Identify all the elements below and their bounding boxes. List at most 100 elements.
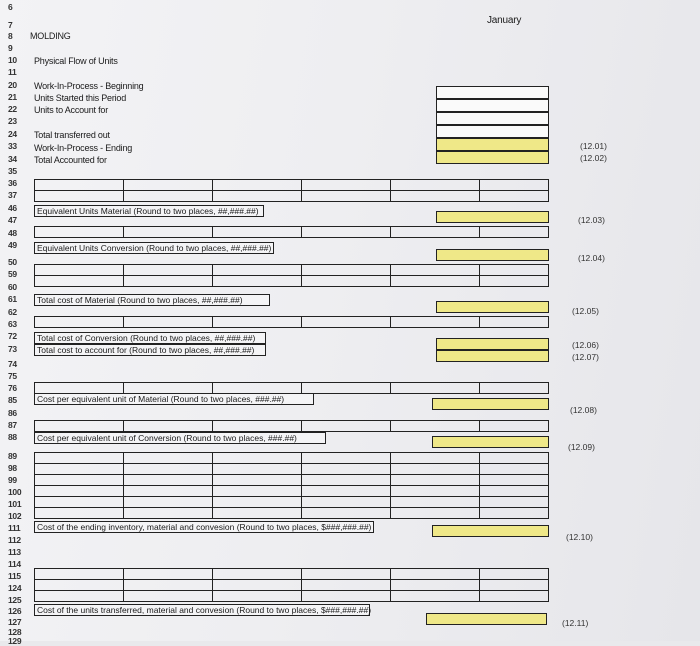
row-number: 10 [8,55,17,65]
ref-12-02: (12.02) [580,153,607,163]
wip-ending-label: Work-In-Process - Ending [34,143,133,153]
cpu-grid-2 [34,420,549,432]
cost-ending-inventory-label: Cost of the ending inventory, material a… [34,521,374,533]
row-number: 20 [8,80,17,90]
row-number: 88 [8,432,17,442]
eu-grid-2 [34,226,549,238]
ref-12-04: (12.04) [578,253,605,263]
ref-12-05: (12.05) [572,306,599,316]
wip-beginning-input[interactable] [436,86,549,99]
row-number: 48 [8,228,17,238]
total-cost-material-input[interactable] [436,301,549,313]
row-number: 100 [8,487,22,497]
row-number: 72 [8,331,17,341]
row-number: 87 [8,420,17,430]
wip-ending-input[interactable] [436,138,549,151]
row-number: 115 [8,571,21,581]
row-number: 126 [8,606,22,616]
cost-eu-conversion-text: Cost per equivalent unit of Conversion (… [37,433,297,443]
units-to-account-input[interactable] [436,112,549,125]
total-cost-conversion-text: Total cost of Conversion (Round to two p… [37,333,256,343]
row-number: 111 [8,523,21,533]
eu-material-input[interactable] [436,211,549,223]
eu-conversion-input[interactable] [436,249,549,261]
cost-transferred-input[interactable] [426,613,547,625]
row-number: 74 [8,359,17,369]
cost-eu-material-label: Cost per equivalent unit of Material (Ro… [34,393,314,405]
row-number: 11 [8,67,17,77]
row-number: 129 [8,636,22,646]
row-number: 50 [8,257,17,267]
row-number: 36 [8,178,17,188]
row-number: 76 [8,383,17,393]
row-number: 37 [8,190,17,200]
eu-grid [34,179,549,202]
cost-transferred-label: Cost of the units transferred, material … [34,604,371,616]
cost-eu-conversion-input[interactable] [432,436,549,448]
total-cost-conversion-input[interactable] [436,338,549,350]
row-number: 21 [8,92,17,102]
cost-eu-conversion-label: Cost per equivalent unit of Conversion (… [34,432,326,444]
row-number: 7 [8,20,13,30]
cost-ending-inventory-text: Cost of the ending inventory, material a… [37,522,372,532]
row-number: 101 [8,499,22,509]
ref-12-06: (12.06) [572,340,599,350]
total-transferred-label: Total transferred out [34,130,110,140]
row-number: 102 [8,511,22,521]
row-number: 89 [8,451,17,461]
total-accounted-label: Total Accounted for [34,155,107,165]
units-started-label: Units Started this Period [34,93,127,103]
row-number: 9 [8,43,13,53]
row-number: 33 [8,141,17,151]
units-to-account-label: Units to Account for [34,105,109,115]
cost-grid-2 [34,316,549,328]
eu-material-label: Equivalent Units Material (Round to two … [34,205,264,217]
row-number: 62 [8,307,17,317]
eu-conversion-label: Equivalent Units Conversion (Round to tw… [34,242,274,254]
row-number: 59 [8,269,17,279]
row-number: 124 [8,583,22,593]
row-number: 47 [8,215,17,225]
row-number: 73 [8,344,17,354]
row-number: 63 [8,319,17,329]
total-transferred-input[interactable] [436,125,549,138]
row-number: 99 [8,475,17,485]
row-number: 114 [8,559,21,569]
cost-grid [34,264,549,287]
total-accounted-input[interactable] [436,151,549,164]
total-cost-conversion-label: Total cost of Conversion (Round to two p… [34,332,266,344]
total-cost-account-input[interactable] [436,350,549,362]
ref-12-01: (12.01) [580,141,607,151]
cost-eu-material-input[interactable] [432,398,549,410]
units-started-input[interactable] [436,99,549,112]
total-cost-material-text: Total cost of Material (Round to two pla… [37,295,243,305]
row-number: 24 [8,129,17,139]
row-number: 113 [8,547,21,557]
total-cost-account-label: Total cost to account for (Round to two … [34,344,266,356]
row-number: 35 [8,166,17,176]
cost-ending-inventory-input[interactable] [432,525,549,537]
physical-flow-label: Physical Flow of Units [34,56,118,66]
row-number: 6 [8,2,13,12]
row-number: 22 [8,104,17,114]
cost-eu-material-text: Cost per equivalent unit of Material (Ro… [37,394,285,404]
row-number: 125 [8,595,22,605]
row-number: 34 [8,154,17,164]
ref-12-07: (12.07) [572,352,599,362]
ref-12-11: (12.11) [562,618,589,628]
row-number: 61 [8,294,17,304]
ref-12-10: (12.10) [566,532,593,542]
ending-grid [34,452,549,519]
transferred-grid [34,568,549,602]
row-number: 60 [8,282,17,292]
wip-beginning-label: Work-In-Process - Beginning [34,81,144,91]
total-cost-account-text: Total cost to account for (Round to two … [37,345,255,355]
month-header: January [487,15,522,26]
row-number: 49 [8,240,17,250]
row-number: 85 [8,395,17,405]
row-number: 128 [8,627,22,637]
eu-conversion-text: Equivalent Units Conversion (Round to tw… [37,243,272,253]
row-number: 98 [8,463,17,473]
ref-12-08: (12.08) [570,405,597,415]
